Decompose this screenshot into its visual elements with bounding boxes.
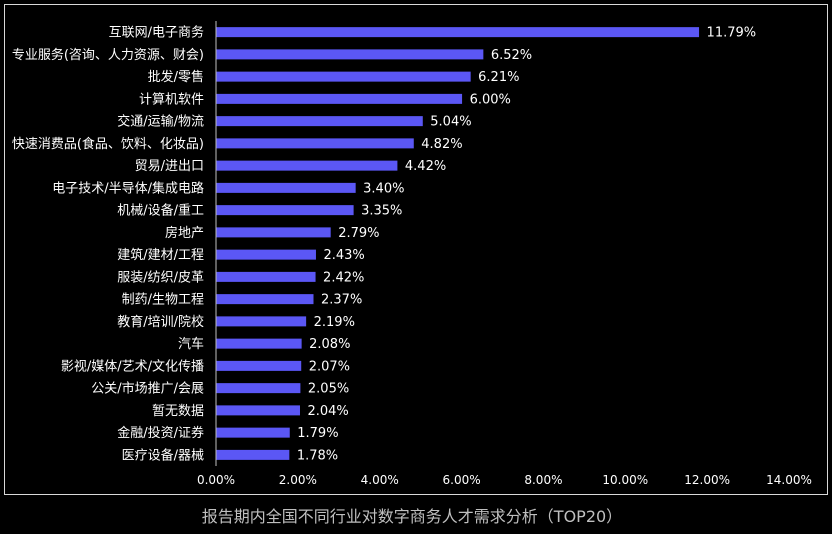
value-label: 2.08% (309, 337, 350, 352)
category-label: 医疗设备/器械 (122, 447, 204, 463)
bar (216, 138, 414, 149)
category-label: 专业服务(咨询、人力资源、财会) (12, 47, 204, 63)
x-tick-label: 8.00% (524, 473, 562, 487)
bar (216, 271, 316, 282)
bars-layer (216, 27, 700, 460)
value-label: 1.79% (297, 426, 338, 441)
category-label: 电子技术/半导体/集成电路 (52, 180, 204, 196)
value-label: 2.05% (308, 382, 349, 397)
category-label: 计算机软件 (139, 92, 204, 107)
value-labels-layer: 11.79% 6.52% 6.21% 6.00% 5.04% 4.82% 4.42%3.40… (297, 26, 756, 464)
bar (216, 205, 354, 216)
value-label: 6.21% (478, 70, 519, 85)
category-label: 汽车 (178, 336, 204, 352)
category-label: 金融/投资/证券 (117, 425, 204, 441)
bar (216, 182, 356, 193)
category-label: 房地产 (165, 225, 204, 241)
category-label: 批发/零售 (148, 69, 204, 85)
value-label: 3.35% (361, 204, 402, 219)
x-tick-label: 4.00% (361, 473, 399, 487)
bar (216, 49, 484, 60)
category-label: 服装/纺织/皮革 (117, 270, 204, 285)
x-tick-labels-layer: 0.00% 2.00% 4.00% 6.00% 8.00% 10.00% 12.00% 14.… (197, 473, 812, 487)
category-label: 制药/生物工程 (122, 293, 204, 308)
category-label: 快速消费品(食品、饮料、化妆品) (12, 136, 204, 152)
bar (216, 227, 331, 238)
value-label: 2.37% (321, 293, 362, 308)
value-label: 5.04% (430, 115, 471, 130)
value-label: 2.04% (307, 404, 348, 419)
bar (216, 383, 301, 394)
category-label: 教育/培训/院校 (117, 314, 204, 330)
bar (216, 294, 314, 305)
category-label: 机械/设备/重工 (117, 203, 204, 219)
value-label: 2.43% (323, 248, 364, 263)
bar (216, 27, 700, 38)
value-label: 6.00% (470, 92, 511, 107)
chart-title: 报告期内全国不同行业对数字商务人才需求分析（TOP20） (202, 507, 622, 526)
value-label: 4.82% (421, 137, 462, 152)
bar (216, 71, 471, 82)
value-label: 1.78% (297, 448, 338, 463)
x-tick-label: 6.00% (443, 473, 481, 487)
plot-frame (4, 4, 828, 495)
category-label: 影视/媒体/艺术/文化传播 (61, 359, 204, 374)
x-tick-label: 2.00% (279, 473, 317, 487)
category-label: 贸易/进出口 (135, 159, 204, 174)
bar (216, 316, 307, 327)
category-label: 互联网/电子商务 (109, 25, 204, 41)
category-label: 建筑/建材/工程 (117, 247, 204, 263)
value-label: 2.42% (323, 270, 364, 285)
value-label: 2.79% (338, 226, 379, 241)
x-tick-label: 0.00% (197, 473, 235, 487)
x-tick-label: 12.00% (684, 473, 730, 487)
category-label: 公关/市场推广/会展 (91, 381, 204, 397)
value-label: 2.07% (309, 359, 350, 374)
value-label: 3.40% (363, 181, 404, 196)
bar (216, 93, 463, 104)
bar (216, 338, 302, 349)
bar (216, 160, 398, 171)
value-label: 2.19% (314, 315, 355, 330)
bar (216, 360, 302, 371)
value-label: 11.79% (707, 26, 757, 41)
x-tick-label: 10.00% (602, 473, 648, 487)
bar (216, 405, 300, 416)
bar (216, 116, 423, 127)
category-label: 暂无数据 (152, 404, 204, 419)
bar (216, 427, 290, 438)
value-label: 6.52% (491, 48, 532, 63)
value-label: 4.42% (405, 159, 446, 174)
x-tick-label: 14.00% (766, 473, 812, 487)
category-label: 交通/运输/物流 (117, 114, 204, 130)
bar (216, 449, 290, 460)
bar (216, 249, 316, 260)
